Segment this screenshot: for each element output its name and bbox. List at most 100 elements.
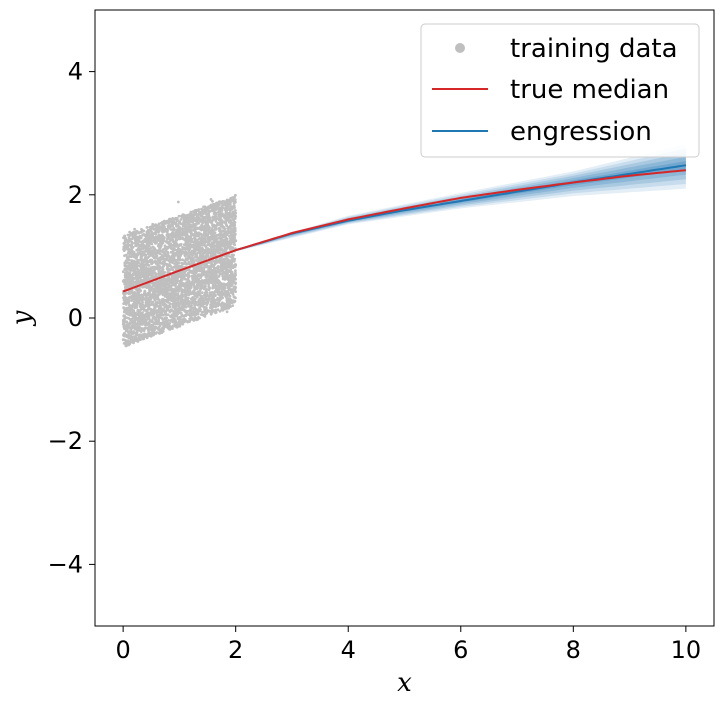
training-data-point — [217, 240, 221, 244]
training-data-point — [204, 290, 208, 294]
training-data-point — [197, 315, 200, 319]
training-data-point — [197, 211, 201, 215]
training-data-point — [212, 251, 216, 255]
training-data-point — [200, 228, 203, 232]
training-data-point — [219, 265, 223, 269]
training-data-point — [216, 292, 220, 296]
training-data-point — [176, 308, 180, 312]
training-data-point — [135, 326, 139, 329]
training-data-point — [229, 268, 233, 272]
training-data-point — [129, 305, 133, 309]
training-data-point — [232, 280, 236, 283]
training-data-point — [185, 313, 188, 316]
training-data-point — [155, 281, 159, 285]
training-data-point — [137, 261, 140, 264]
training-data-point — [229, 230, 232, 234]
training-data-point — [192, 292, 196, 296]
training-data-point — [222, 215, 226, 218]
training-data-point — [123, 280, 126, 284]
training-data-point — [143, 322, 146, 326]
training-data-point — [142, 333, 146, 337]
training-data-point — [158, 292, 161, 296]
training-data-point — [157, 308, 161, 311]
training-data-point — [130, 337, 134, 341]
training-data-point — [143, 253, 147, 257]
training-data-point — [208, 279, 211, 282]
training-data-point — [125, 261, 128, 265]
training-data-point — [173, 307, 177, 310]
training-data-point — [214, 289, 218, 293]
training-data-point — [161, 269, 164, 273]
training-data-point — [206, 233, 210, 237]
training-data-point — [181, 236, 184, 240]
training-data-point — [234, 277, 238, 281]
training-data-point — [133, 269, 137, 273]
training-data-point — [196, 292, 199, 296]
training-data-point — [219, 215, 223, 219]
training-data-point — [189, 210, 193, 214]
training-data-point — [183, 309, 187, 312]
training-data-point — [196, 214, 200, 218]
training-data-point — [207, 267, 211, 271]
training-data-point — [200, 234, 204, 238]
training-data-point — [191, 223, 195, 227]
training-data-point — [193, 218, 197, 222]
training-data-point — [210, 307, 214, 311]
training-data-point — [156, 224, 160, 228]
training-data-point — [233, 223, 236, 227]
training-data-point — [139, 267, 143, 271]
training-data-point — [197, 243, 201, 247]
training-data-point — [151, 232, 155, 235]
training-data-point — [142, 317, 146, 321]
training-data-point — [204, 280, 208, 284]
training-data-point — [149, 331, 153, 335]
training-data-point — [140, 258, 144, 261]
training-data-point — [214, 304, 218, 308]
training-data-point — [137, 338, 140, 342]
training-data-point — [232, 295, 236, 299]
training-data-point — [172, 292, 175, 296]
training-data-point — [213, 274, 217, 277]
training-data-point — [125, 253, 128, 257]
training-data-point — [176, 200, 180, 204]
training-data-point — [233, 198, 237, 202]
training-data-point — [135, 323, 139, 326]
training-data-point — [156, 228, 160, 231]
training-data-point — [178, 258, 181, 262]
training-data-point — [228, 234, 231, 238]
training-data-point — [233, 257, 237, 261]
training-data-point — [168, 236, 171, 239]
training-data-point — [144, 309, 148, 312]
training-data-point — [144, 266, 148, 270]
training-data-point — [217, 208, 221, 212]
training-data-point — [176, 224, 180, 228]
training-data-point — [199, 236, 202, 240]
training-data-point — [150, 310, 154, 314]
training-data-point — [133, 237, 137, 241]
training-data-point — [152, 282, 156, 285]
training-data-point — [154, 241, 158, 245]
training-data-point — [168, 314, 172, 318]
training-data-point — [162, 322, 165, 325]
training-data-point — [194, 242, 198, 246]
training-data-point — [187, 313, 190, 316]
training-data-point — [124, 344, 128, 348]
training-data-point — [229, 290, 233, 294]
training-data-point — [164, 282, 168, 285]
training-data-point — [222, 240, 225, 244]
training-data-point — [149, 241, 152, 244]
training-data-point — [170, 318, 174, 322]
training-data-point — [218, 233, 222, 237]
training-data-point — [139, 314, 143, 318]
training-data-point — [193, 313, 197, 317]
training-data-point — [121, 270, 125, 274]
training-data-point — [157, 233, 161, 237]
training-data-point — [148, 307, 151, 311]
training-data-point — [207, 205, 211, 209]
training-data-point — [126, 233, 130, 237]
training-data-point — [189, 239, 193, 243]
training-data-point — [176, 264, 180, 268]
training-data-point — [172, 235, 176, 239]
training-data-point — [162, 260, 165, 263]
